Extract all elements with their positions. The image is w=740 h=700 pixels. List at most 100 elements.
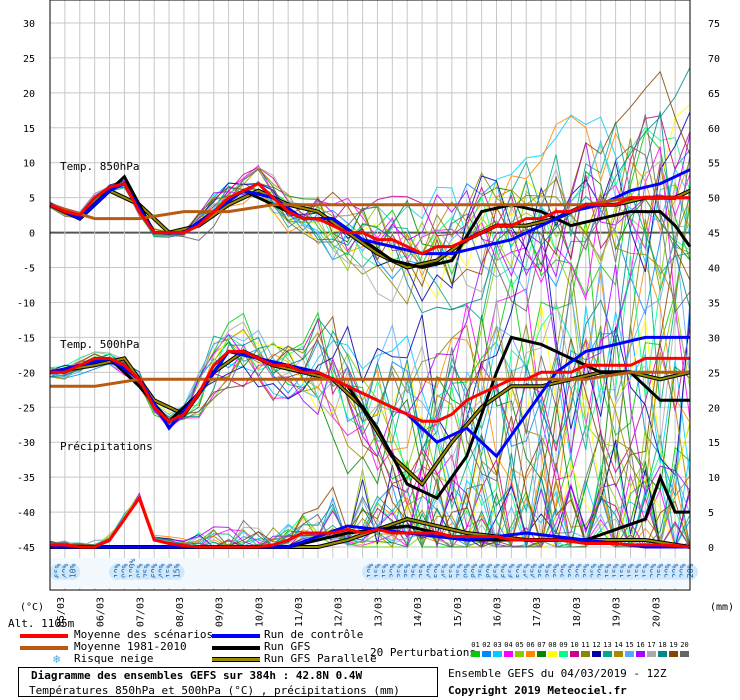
gfsp-swatch bbox=[212, 657, 260, 662]
gfs-swatch bbox=[212, 646, 260, 650]
date-tick-label: 16/03 bbox=[493, 597, 504, 627]
t500-panel-label: Temp. 500hPa bbox=[60, 338, 139, 351]
right-tick-label: 75 bbox=[708, 19, 720, 30]
right-tick-label: 40 bbox=[708, 264, 720, 275]
date-tick-label: 11/03 bbox=[294, 597, 305, 627]
clim-label: Moyenne 1981-2010 bbox=[74, 640, 187, 653]
control-swatch bbox=[212, 634, 260, 638]
date-tick-label: 06/03 bbox=[96, 597, 107, 627]
perturbation-key-item: 01 bbox=[470, 641, 481, 657]
left-tick-label: -40 bbox=[17, 508, 35, 519]
left-tick-label: -25 bbox=[17, 403, 35, 414]
right-tick-label: 5 bbox=[708, 508, 714, 519]
axes: 302520151050-5-10-15-20-25-30-35-40-4575… bbox=[17, 0, 720, 627]
left-tick-label: 30 bbox=[23, 19, 35, 30]
snowflake-icon: ❄ bbox=[53, 652, 61, 666]
left-axis-unit: (°C) bbox=[20, 602, 44, 613]
main-series bbox=[49, 168, 692, 549]
left-tick-label: -45 bbox=[17, 543, 35, 554]
left-tick-label: -5 bbox=[23, 264, 35, 275]
perturbation-key-item: 03 bbox=[492, 641, 503, 657]
left-tick-label: -15 bbox=[17, 333, 35, 344]
perturbation-key-item: 04 bbox=[503, 641, 514, 657]
t850-panel-label: Temp. 850hPa bbox=[60, 160, 139, 173]
perturbation-key-item: 05 bbox=[514, 641, 525, 657]
footer-box: Diagramme des ensembles GEFS sur 384h : … bbox=[18, 667, 438, 697]
left-tick-label: 20 bbox=[23, 89, 35, 100]
left-tick-label: -30 bbox=[17, 438, 35, 449]
series-line bbox=[49, 196, 690, 221]
gfsp-label: Run GFS Parallele bbox=[264, 652, 377, 665]
snow-risk-value: 15% bbox=[173, 563, 182, 578]
precip-panel-label: Précipitations bbox=[60, 440, 153, 453]
perturbation-numbers: 01 02 03 04 05 06 07 08 09 10 11 12 13 14 15 16 17 18 19 20 bbox=[470, 641, 690, 661]
date-tick-label: 15/03 bbox=[453, 597, 464, 627]
footer-title: Diagramme des ensembles GEFS sur 384h : … bbox=[31, 669, 363, 682]
gfs-label: Run GFS bbox=[264, 640, 311, 653]
control-label: Run de contrôle bbox=[264, 628, 364, 641]
date-tick-label: 13/03 bbox=[373, 597, 384, 627]
date-tick-label: 14/03 bbox=[413, 597, 424, 627]
right-tick-label: 20 bbox=[708, 403, 720, 414]
perturbation-key-item: 18 bbox=[657, 641, 668, 657]
perturbation-line bbox=[49, 67, 691, 314]
mean-swatch bbox=[20, 634, 68, 638]
date-tick-label: 19/03 bbox=[612, 597, 623, 627]
perturbation-key-item: 08 bbox=[547, 641, 558, 657]
footer-subtitle: Températures 850hPa et 500hPa (°C) , pré… bbox=[29, 684, 400, 697]
left-tick-label: 0 bbox=[29, 229, 35, 240]
perturbation-key-item: 16 bbox=[635, 641, 646, 657]
perturbation-key-item: 13 bbox=[602, 641, 613, 657]
date-tick-label: 18/03 bbox=[572, 597, 583, 627]
snow-risk-band: 65%40%10%10%90%100%95%75%60%40%15%15%10%… bbox=[49, 558, 698, 588]
snow-risk-flake bbox=[64, 564, 81, 580]
right-tick-label: 65 bbox=[708, 89, 720, 100]
series-line bbox=[50, 349, 690, 423]
left-tick-label: 10 bbox=[23, 159, 35, 170]
right-tick-label: 50 bbox=[708, 194, 720, 205]
date-tick-label: 10/03 bbox=[254, 597, 265, 627]
right-tick-label: 25 bbox=[708, 368, 720, 379]
perturbation-key-item: 06 bbox=[525, 641, 536, 657]
perturbations-label: 20 Perturbations bbox=[370, 646, 476, 659]
right-tick-label: 0 bbox=[708, 543, 714, 554]
clim-swatch bbox=[20, 646, 68, 650]
perturbation-key-item: 17 bbox=[646, 641, 657, 657]
right-tick-label: 55 bbox=[708, 159, 720, 170]
series-line bbox=[50, 370, 690, 388]
perturbation-key-item: 20 bbox=[679, 641, 690, 657]
perturbation-key-item: 12 bbox=[591, 641, 602, 657]
mean-label: Moyenne des scénarios bbox=[74, 628, 214, 641]
date-tick-label: 17/03 bbox=[532, 597, 543, 627]
left-tick-label: 25 bbox=[23, 54, 35, 65]
right-tick-label: 30 bbox=[708, 333, 720, 344]
perturbation-key-item: 02 bbox=[481, 641, 492, 657]
altitude-label: Alt. 1105m bbox=[8, 617, 75, 630]
date-tick-label: 08/03 bbox=[175, 597, 186, 627]
date-tick-label: 07/03 bbox=[135, 597, 146, 627]
perturbation-line bbox=[49, 160, 691, 303]
left-tick-label: 15 bbox=[23, 124, 35, 135]
perturbation-key-item: 11 bbox=[580, 641, 591, 657]
perturbation-key-item: 15 bbox=[624, 641, 635, 657]
perturbation-key-item: 19 bbox=[668, 641, 679, 657]
right-tick-label: 15 bbox=[708, 438, 720, 449]
left-tick-label: -10 bbox=[17, 298, 35, 309]
copyright: Copyright 2019 Meteociel.fr bbox=[448, 684, 627, 697]
date-tick-label: 12/03 bbox=[334, 597, 345, 627]
right-tick-label: 10 bbox=[708, 473, 720, 484]
right-tick-label: 35 bbox=[708, 298, 720, 309]
series-line bbox=[50, 494, 691, 549]
snow-label: Risque neige bbox=[74, 652, 154, 665]
perturbation-line bbox=[49, 452, 691, 549]
perturbation-key-item: 07 bbox=[536, 641, 547, 657]
date-tick-label: 05/03 bbox=[56, 597, 67, 627]
ensemble-meteogram-chart: 65%40%10%10%90%100%95%75%60%40%15%15%10%… bbox=[8, 0, 734, 630]
perturbation-key-item: 10 bbox=[569, 641, 580, 657]
left-tick-label: -35 bbox=[17, 473, 35, 484]
date-tick-label: 20/03 bbox=[651, 597, 662, 627]
date-tick-label: 09/03 bbox=[215, 597, 226, 627]
perturbation-line bbox=[49, 167, 691, 302]
left-tick-label: -20 bbox=[17, 368, 35, 379]
